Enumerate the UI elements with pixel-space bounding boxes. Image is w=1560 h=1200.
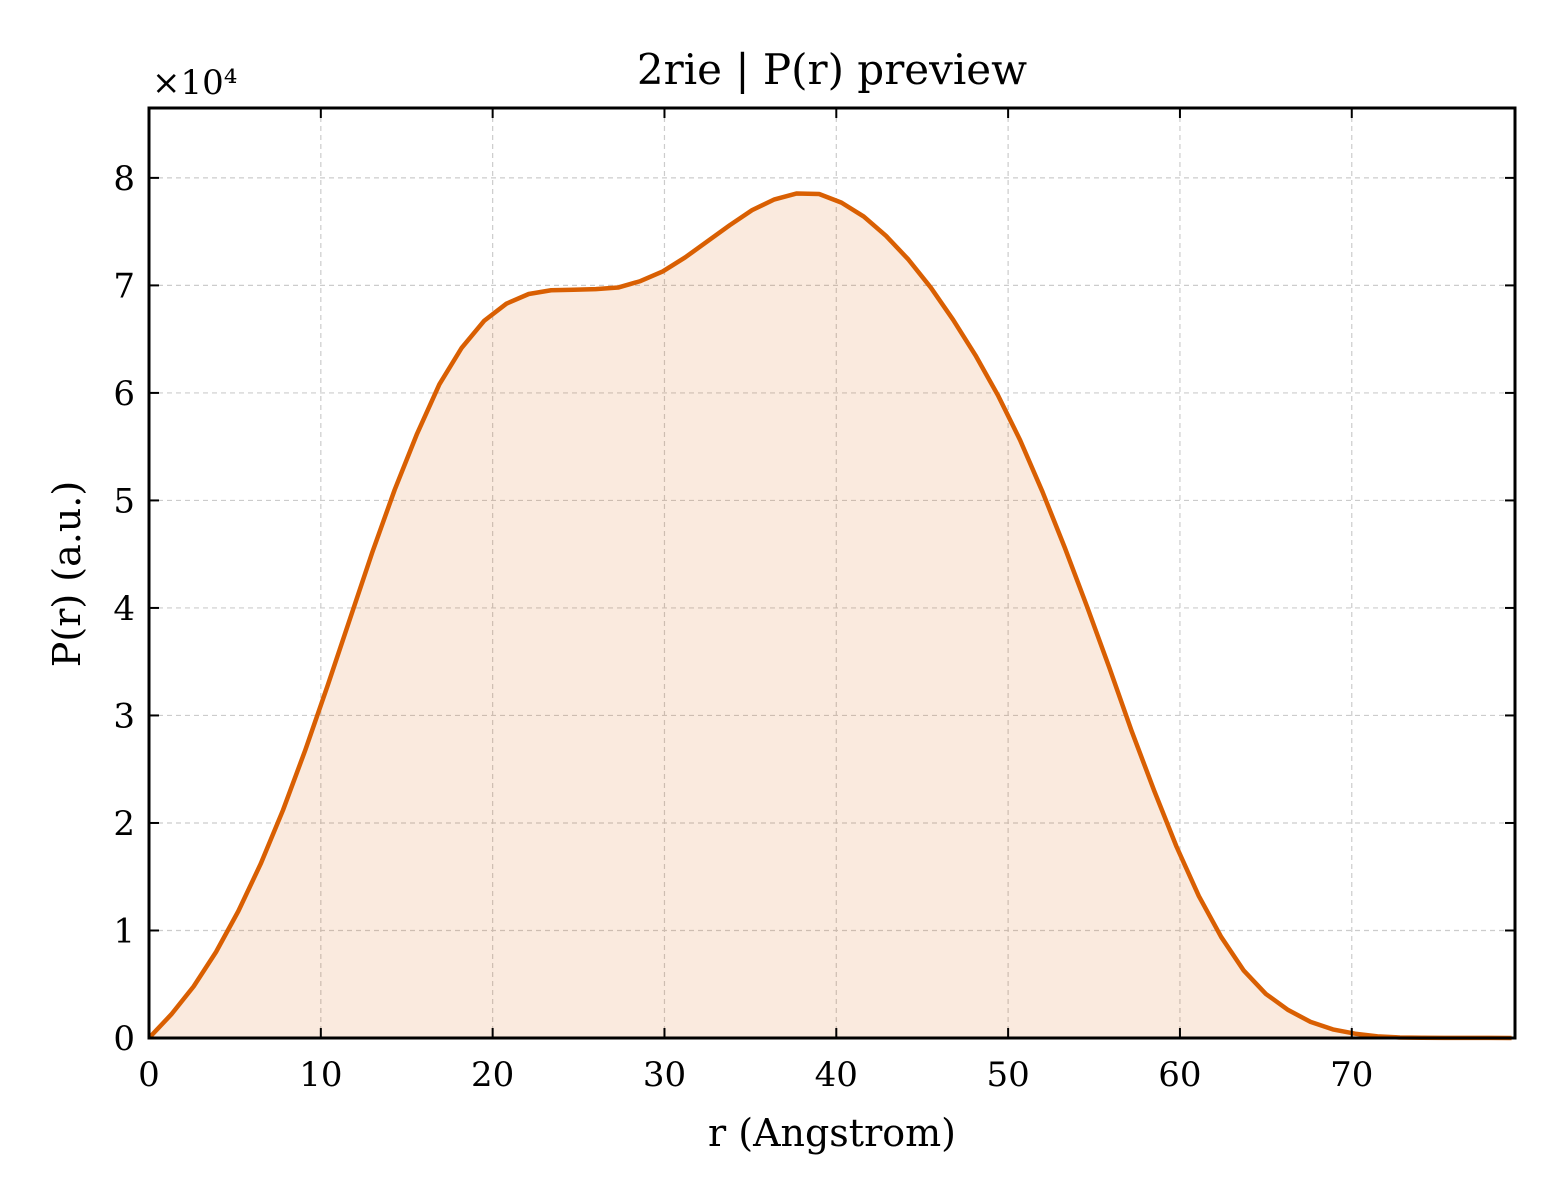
- x-tick-label: 70: [1330, 1055, 1373, 1095]
- y-tick-label: 0: [113, 1019, 135, 1059]
- x-tick-label: 40: [815, 1055, 858, 1095]
- pr-area-fill: [149, 193, 1512, 1039]
- x-tick-label: 60: [1158, 1055, 1201, 1095]
- pr-curve-line: [147, 191, 1512, 1041]
- y-tick-label: 2: [113, 804, 135, 844]
- x-tick-label: 0: [138, 1055, 160, 1095]
- plot-frame: [147, 106, 1517, 1040]
- y-tick-label: 6: [113, 374, 135, 414]
- y-tick-label: 1: [113, 911, 135, 951]
- axis-ticks: 0 10 20 30 40 50 60 70 0 1 2 3 4 5 6 7 8: [113, 108, 1515, 1095]
- x-tick-label: 50: [986, 1055, 1029, 1095]
- chart-title: 2rie | P(r) preview: [637, 45, 1027, 94]
- x-tick-label: 20: [471, 1055, 514, 1095]
- y-tick-label: 8: [113, 159, 135, 199]
- x-tick-label: 30: [643, 1055, 686, 1095]
- grid: [149, 108, 1515, 1038]
- x-tick-label: 10: [299, 1055, 342, 1095]
- x-axis-label: r (Angstrom): [708, 1111, 956, 1155]
- y-tick-label: 5: [113, 481, 135, 521]
- y-tick-label: 4: [113, 589, 135, 629]
- y-tick-label: 7: [113, 266, 135, 306]
- y-multiplier-label: ×10⁴: [152, 63, 237, 103]
- y-tick-label: 3: [113, 696, 135, 736]
- y-axis-label: P(r) (a.u.): [45, 481, 89, 667]
